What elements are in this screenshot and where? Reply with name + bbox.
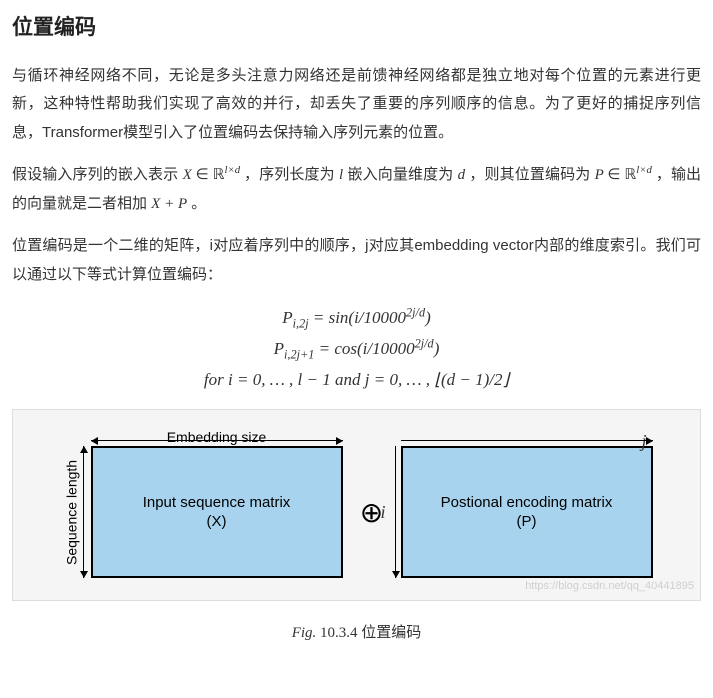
paragraph-1: 与循环神经网络不同，无论是多头注意力网络还是前馈神经网络都是独立地对每个位置的元… xyxy=(12,62,701,148)
p-side-label-i: i xyxy=(381,495,386,529)
section-title: 位置编码 xyxy=(12,8,701,48)
math-l: l xyxy=(339,167,343,183)
watermark: https://blog.csdn.net/qq_40441895 xyxy=(525,576,694,597)
p2-text-a: 假设输入序列的嵌入表示 xyxy=(12,166,183,183)
p2-text-b: ，序列长度为 xyxy=(244,166,335,183)
p2-text-d: ，则其位置编码为 xyxy=(469,166,594,183)
matrix-X-block: Embedding size Sequence length Input seq… xyxy=(91,446,343,578)
equation-2: Pi,2j+1 = cos(i/100002j/d) xyxy=(12,334,701,365)
paragraph-3: 位置编码是一个二维的矩阵，i对应着序列中的顺序，j对应其embedding ve… xyxy=(12,232,701,289)
matrix-P-line1: Postional encoding matrix xyxy=(441,493,613,513)
matrix-P-line2: (P) xyxy=(441,512,613,532)
x-left-arrow xyxy=(83,446,84,578)
p2-text-c: 嵌入向量维度为 xyxy=(348,166,454,183)
figure-row: Embedding size Sequence length Input seq… xyxy=(25,420,688,578)
matrix-X-line2: (X) xyxy=(143,512,291,532)
figure-caption: Fig. 10.3.4 位置编码 xyxy=(12,619,701,648)
matrix-X: Input sequence matrix (X) xyxy=(91,446,343,578)
caption-fig: Fig. xyxy=(292,625,317,641)
caption-text: 位置编码 xyxy=(361,625,421,641)
p2-text-f: 。 xyxy=(191,195,206,212)
x-top-label: Embedding size xyxy=(91,424,343,451)
math-XP: X + P xyxy=(151,196,187,212)
paragraph-2: 假设输入序列的嵌入表示 X ∈ ℝl×d ，序列长度为 l 嵌入向量维度为 d … xyxy=(12,161,701,218)
math-P-in-Rld: P ∈ ℝl×d xyxy=(595,167,656,183)
equation-block: Pi,2j = sin(i/100002j/d) Pi,2j+1 = cos(i… xyxy=(12,303,701,395)
figure-container: Embedding size Sequence length Input seq… xyxy=(12,409,701,601)
matrix-X-line1: Input sequence matrix xyxy=(143,493,291,513)
equation-3: for i = 0, … , l − 1 and j = 0, … , ⌊(d … xyxy=(12,365,701,396)
math-d: d xyxy=(458,167,466,183)
matrix-P: Postional encoding matrix (P) xyxy=(401,446,653,578)
p-side-arrow xyxy=(395,446,396,578)
x-top-arrow xyxy=(91,440,343,441)
math-X-in-Rld: X ∈ ℝl×d xyxy=(183,167,244,183)
equation-1: Pi,2j = sin(i/100002j/d) xyxy=(12,303,701,334)
caption-num: 10.3.4 xyxy=(316,625,361,641)
p-top-arrow xyxy=(401,440,653,441)
x-left-label: Sequence length xyxy=(63,446,81,578)
matrix-P-block: j i Postional encoding matrix (P) xyxy=(401,446,653,578)
